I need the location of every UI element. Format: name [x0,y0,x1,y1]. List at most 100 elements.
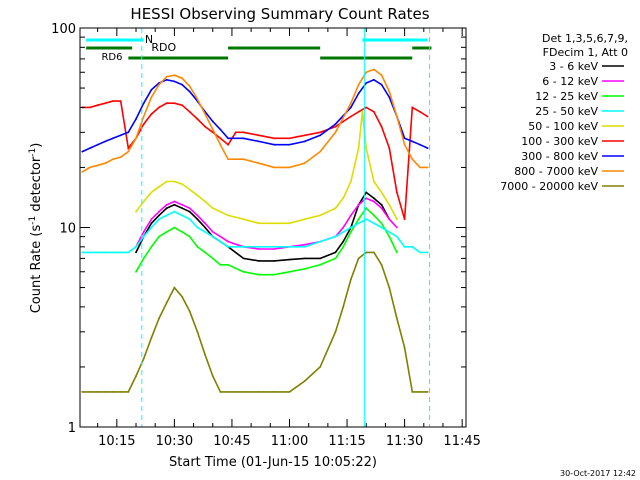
data-point [273,143,276,146]
data-point [319,240,322,243]
data-point [257,222,260,225]
data-point [196,118,199,120]
x-tick-label: 11:15 [328,434,365,449]
data-point [89,106,91,109]
data-point [365,106,368,109]
data-point [342,240,345,243]
data-point [112,100,114,102]
y-tick-label: 1 [68,421,76,436]
data-point [380,74,383,77]
data-point [112,137,114,140]
data-point [227,240,230,243]
data-point [188,218,191,221]
data-point [158,185,160,188]
data-point [96,251,99,254]
data-point [158,218,160,221]
data-point [242,137,245,140]
data-point [89,166,91,169]
data-point [150,336,153,339]
data-point [219,235,222,238]
data-point [181,203,184,206]
data-point [142,123,145,125]
data-point [373,110,375,113]
data-point [150,245,153,248]
legend-label: 50 - 100 keV [528,120,598,133]
data-point [173,226,176,229]
data-point [119,156,122,159]
data-point [188,188,191,191]
data-point [142,200,145,203]
data-point [303,140,306,143]
data-point [96,104,99,107]
x-tick-label: 10:30 [156,434,193,449]
data-point [211,257,214,260]
data-point [227,137,230,140]
data-point [350,214,352,217]
series-line-7 [81,68,428,173]
data-point [303,257,306,260]
data-point [104,102,107,105]
chart-title: HESSI Observing Summary Count Rates [130,5,429,23]
data-point [165,180,168,183]
data-point [373,251,375,254]
data-point [219,210,222,213]
data-point [81,251,84,254]
data-point [357,92,360,95]
data-point [273,222,276,225]
data-point [211,207,214,210]
data-point [219,143,222,146]
data-point [319,214,322,217]
data-point [334,123,337,125]
data-point [426,115,429,118]
data-point [357,203,360,206]
annotation-rdo: RDO [151,41,176,54]
data-point [403,137,406,140]
data-point [334,257,337,260]
legend-label: 300 - 800 keV [521,150,598,163]
data-point [319,131,322,134]
series-layer [81,68,429,393]
data-point [303,268,306,270]
data-point [165,102,168,105]
data-point [380,125,383,128]
series-line-6 [81,78,428,153]
data-point [150,222,153,225]
data-point [150,218,153,221]
timestamp: 30-Oct-2017 12:42 [560,469,636,478]
data-point [165,231,168,233]
data-point [357,257,360,260]
data-point [257,273,260,276]
data-point [419,143,421,146]
data-point [273,166,276,169]
data-point [419,251,421,254]
data-point [319,150,322,153]
data-point [288,166,291,169]
data-point [365,251,368,254]
data-point [388,203,391,206]
data-point [388,90,391,93]
data-point [242,131,245,134]
data-point [273,245,276,248]
data-point [342,226,345,229]
data-point [334,251,337,254]
data-point [142,357,145,360]
data-point [158,106,160,109]
data-point [388,218,391,221]
data-point [181,207,184,210]
series-line-5 [82,100,429,220]
data-point [242,245,245,248]
data-point [303,380,306,382]
data-point [227,263,230,266]
data-point [173,80,176,83]
legend-label: 25 - 50 keV [535,105,598,118]
data-point [334,207,337,210]
legend-header: FDecim 1, Att 0 [543,46,628,59]
data-point [135,375,137,377]
data-point [396,317,398,320]
data-point [288,143,291,146]
data-point [257,391,260,393]
data-point [403,245,406,248]
data-point [257,140,260,143]
data-point [350,231,352,233]
